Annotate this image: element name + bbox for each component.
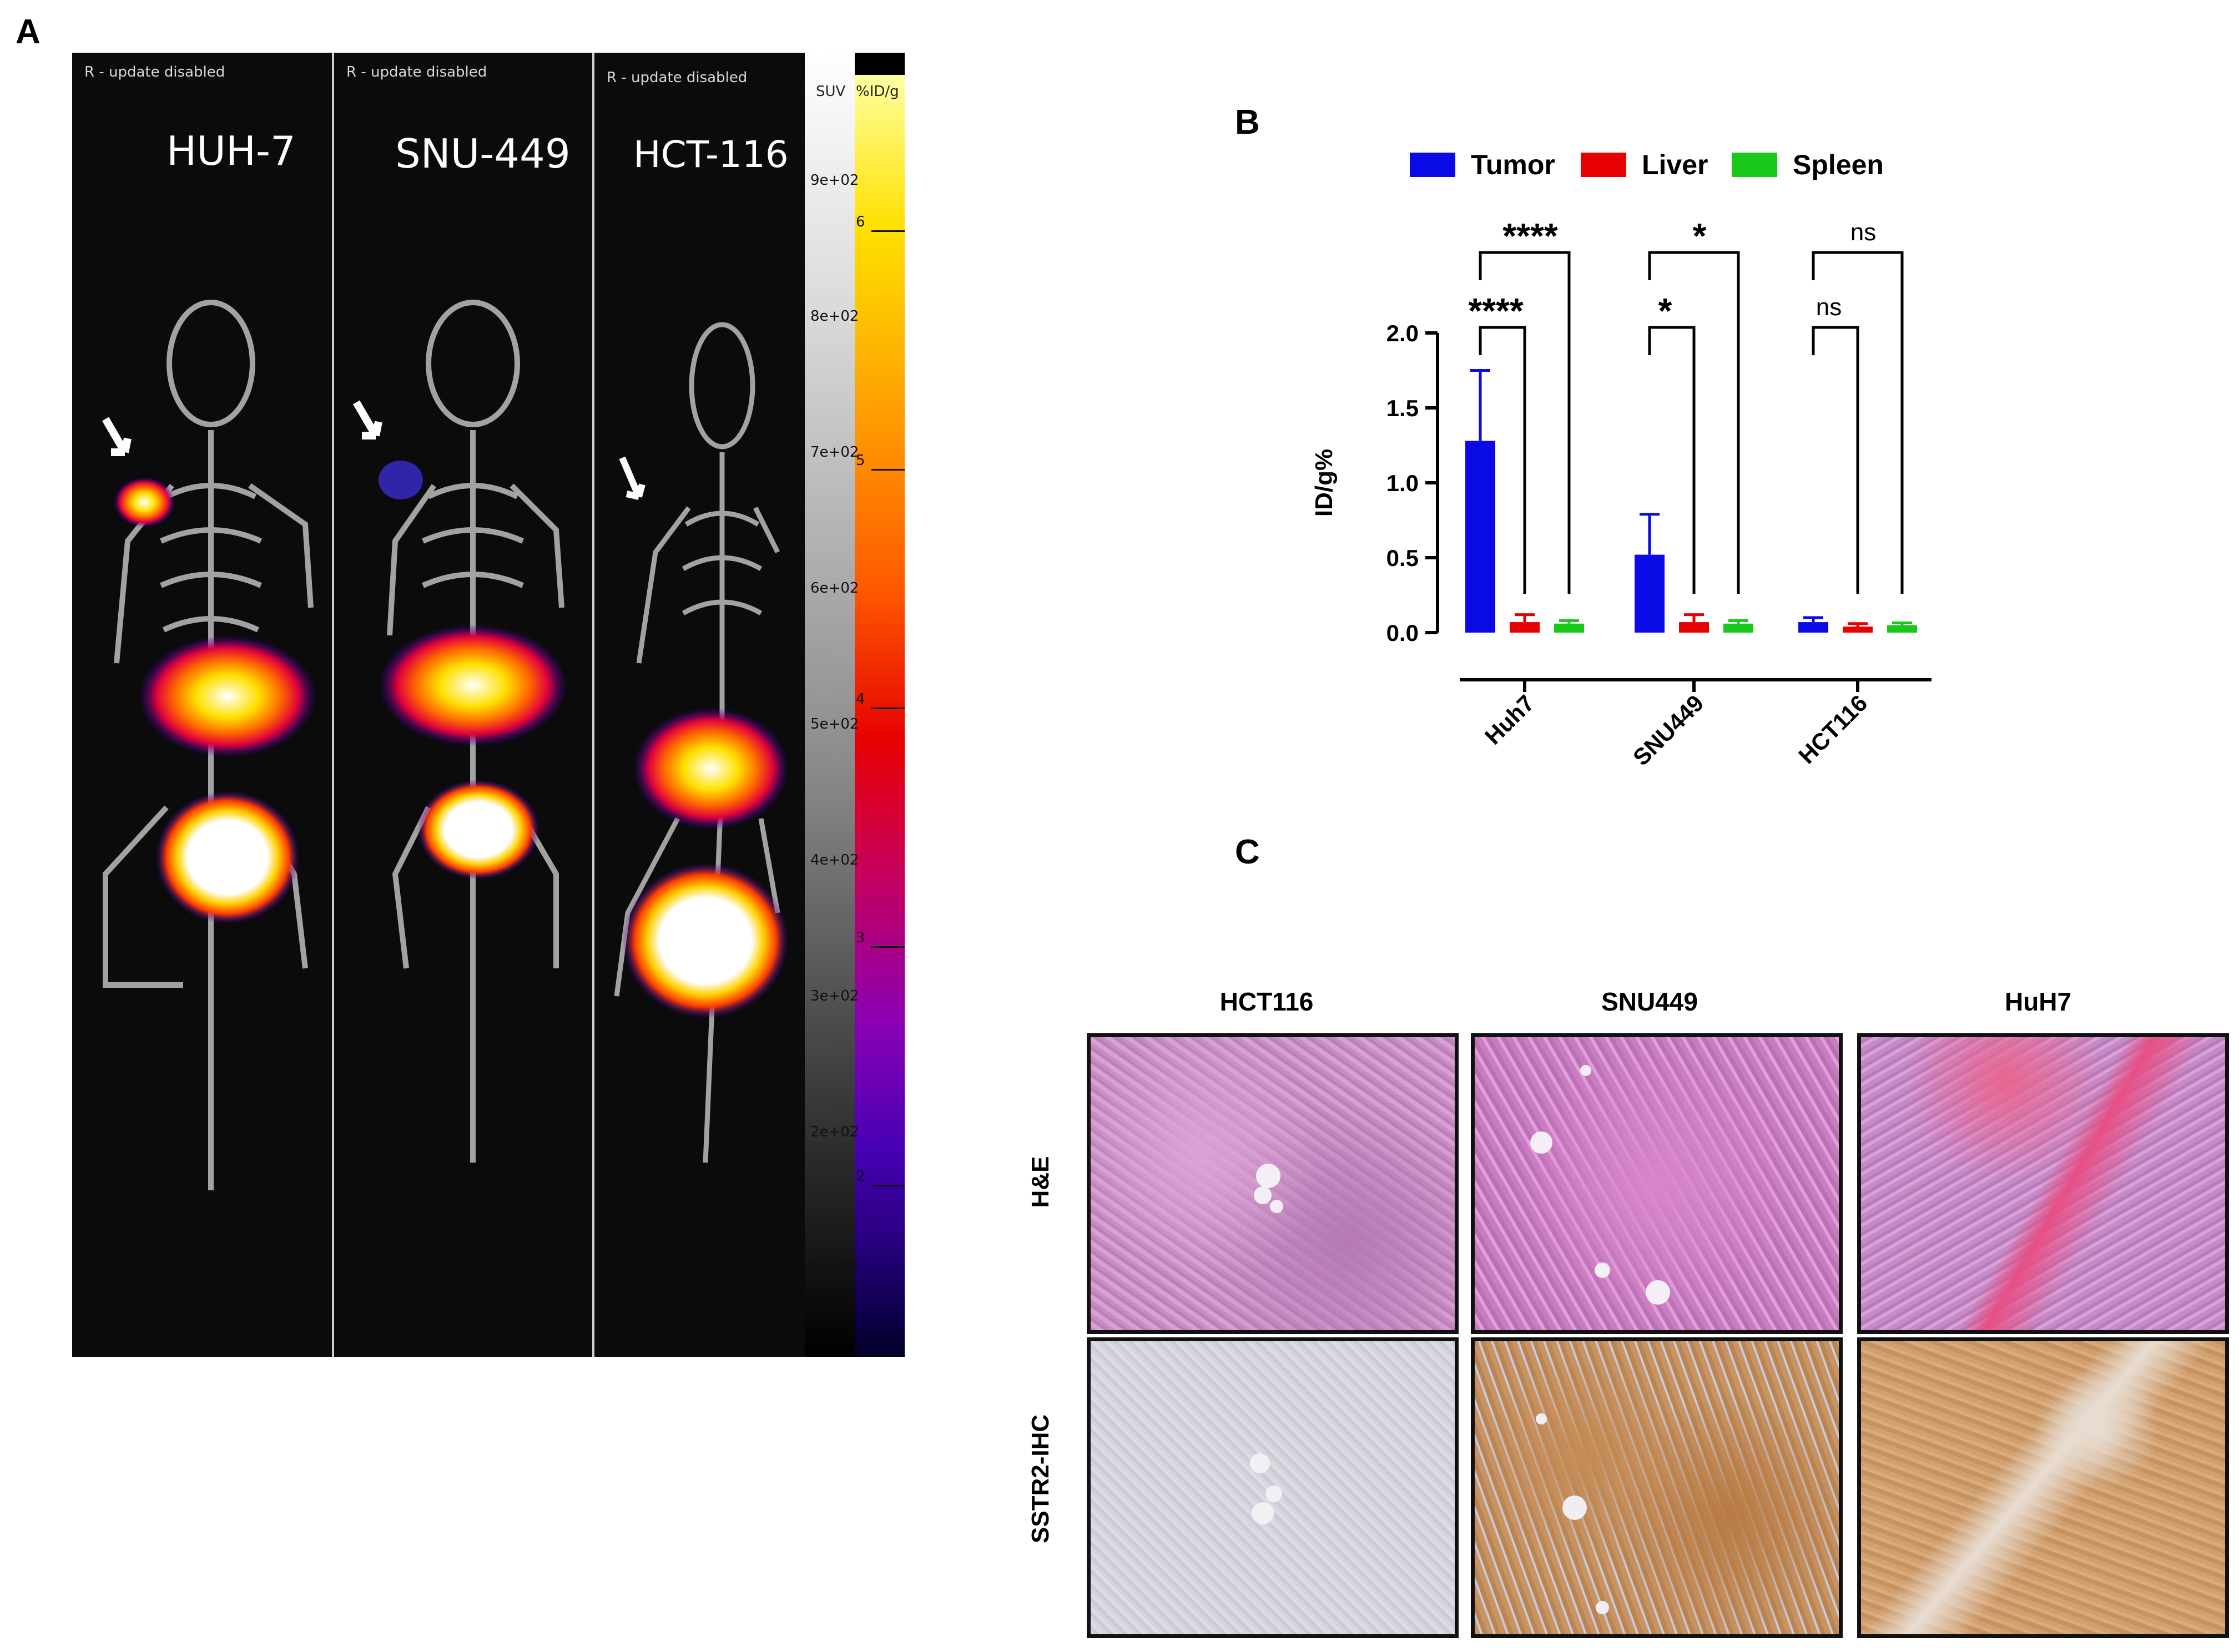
legend-spleen: Spleen [1732,149,1884,181]
y-tick-label: 0.0 [1386,620,1419,646]
y-tick-label: 1.5 [1386,395,1419,421]
mouse-image [352,300,567,1163]
significance-bracket [1479,326,1526,594]
separator [592,53,594,1357]
x-tick-label: HCT116 [1793,690,1872,769]
x-tick-label: SNU449 [1628,690,1708,770]
he-tile-hct116 [1087,1033,1459,1334]
pct-tick-mark [871,1185,905,1186]
suv-tick: 5e+02 [810,716,859,732]
suv-colorbar [805,53,855,1357]
column-title-hct116: HCT116 [1219,987,1314,1016]
legend-label: Spleen [1793,149,1884,180]
y-tick-label: 0.5 [1386,545,1419,571]
ihc-tile-snu449 [1471,1337,1843,1638]
bar-tumor-hct116 [1798,622,1828,633]
vacuole-marks [1250,1453,1282,1524]
separator [332,53,334,1357]
significance-bracket [1648,251,1740,594]
bar-tumor-huh7 [1465,441,1495,633]
suv-tick: 3e+02 [810,988,859,1004]
scan-label: HUH-7 [167,128,296,174]
significance-bracket [1479,251,1571,594]
significance-label: **** [1502,216,1558,256]
ihc-tile-huh7 [1857,1337,2229,1638]
suv-tick: 9e+02 [810,172,859,189]
significance-label: * [1658,291,1672,331]
significance-label: * [1693,216,1707,256]
vacuole-marks [1254,1164,1283,1213]
suv-tick: 7e+02 [810,444,859,461]
legend-swatch-spleen [1732,153,1777,177]
bar-spleen-snu449 [1723,623,1753,633]
suv-tick: 6e+02 [810,580,859,597]
pct-tick-mark [871,708,905,709]
suv-tick: 8e+02 [810,308,859,325]
scan-label: HCT-116 [633,133,789,176]
significance-bracket [1812,251,1904,594]
legend-swatch-liver [1581,153,1626,177]
bar-liver-snu449 [1679,622,1709,633]
pct-tick: 4 [856,691,865,708]
legend-label: Liver [1642,149,1708,180]
row-title-he: H&E [1027,1156,1054,1208]
suv-tick: 1e+02 [810,1260,859,1276]
pct-tick-mark [871,469,905,471]
bar-spleen-hct116 [1887,625,1917,633]
scan-huh7: R - update disabled HUH-7 [72,53,332,1357]
pct-tick: 2 [856,1168,865,1185]
significance-label: ns [1816,294,1842,321]
mouse-image [614,322,789,1163]
row-title-sstr2-ihc: SSTR2-IHC [1027,1414,1054,1544]
scan-label: SNU-449 [395,130,571,177]
significance-bracket [1648,326,1696,594]
pct-header: %ID/g [856,83,899,100]
y-axis-label: ID/g% [1310,449,1338,517]
legend-liver: Liver [1581,149,1708,181]
he-tile-huh7 [1857,1033,2229,1334]
pct-tick-mark [871,946,905,948]
legend-label: Tumor [1471,149,1555,180]
significance-label: **** [1468,291,1524,331]
pct-tick-mark [871,230,905,232]
pct-tick: 3 [856,929,865,946]
panel-label-b: B [1235,103,1260,142]
bar-liver-huh7 [1510,622,1540,633]
significance-label: ns [1850,219,1876,246]
bar-tumor-snu449 [1635,554,1665,633]
suv-header: SUV [816,83,846,100]
legend-tumor: Tumor [1410,149,1555,181]
significance-bracket [1812,326,1859,594]
status-text: R - update disabled [84,64,225,80]
pct-tick: 5 [856,452,865,469]
uptake-bar-chart: 0.0 0.5 1.0 1.5 2.0 ID/g% Huh7 **** **** SNU449 * *… [1310,216,1932,771]
suv-tick: 4e+02 [810,852,859,868]
ihc-tile-hct116 [1087,1337,1459,1638]
bar-spleen-huh7 [1554,623,1584,633]
x-tick-label: Huh7 [1480,690,1539,749]
he-tile-snu449 [1471,1033,1843,1334]
suv-tick: 2e+02 [810,1124,859,1140]
y-tick-label: 2.0 [1386,320,1419,346]
status-text: R - update disabled [607,69,748,86]
column-title-huh7: HuH7 [2004,987,2072,1016]
pet-ct-imaging-panel: R - update disabled HUH-7 [72,53,905,1357]
scan-hct116: R - update disabled HCT-116 [594,53,805,1357]
vacuole-marks [1536,1413,1609,1614]
vacuole-marks [1530,1065,1670,1305]
column-title-snu449: SNU449 [1601,987,1698,1016]
mouse-image [102,300,316,1190]
panel-label-a: A [16,13,41,51]
y-tick-label: 1.0 [1386,470,1419,496]
pct-id-colorbar [855,75,905,1357]
panel-label-c: C [1235,833,1260,871]
status-text: R - update disabled [346,64,487,80]
scan-snu449: R - update disabled SNU-449 [334,53,592,1357]
legend-swatch-tumor [1410,153,1455,177]
pct-tick: 6 [856,214,865,230]
bar-liver-hct116 [1843,627,1873,633]
